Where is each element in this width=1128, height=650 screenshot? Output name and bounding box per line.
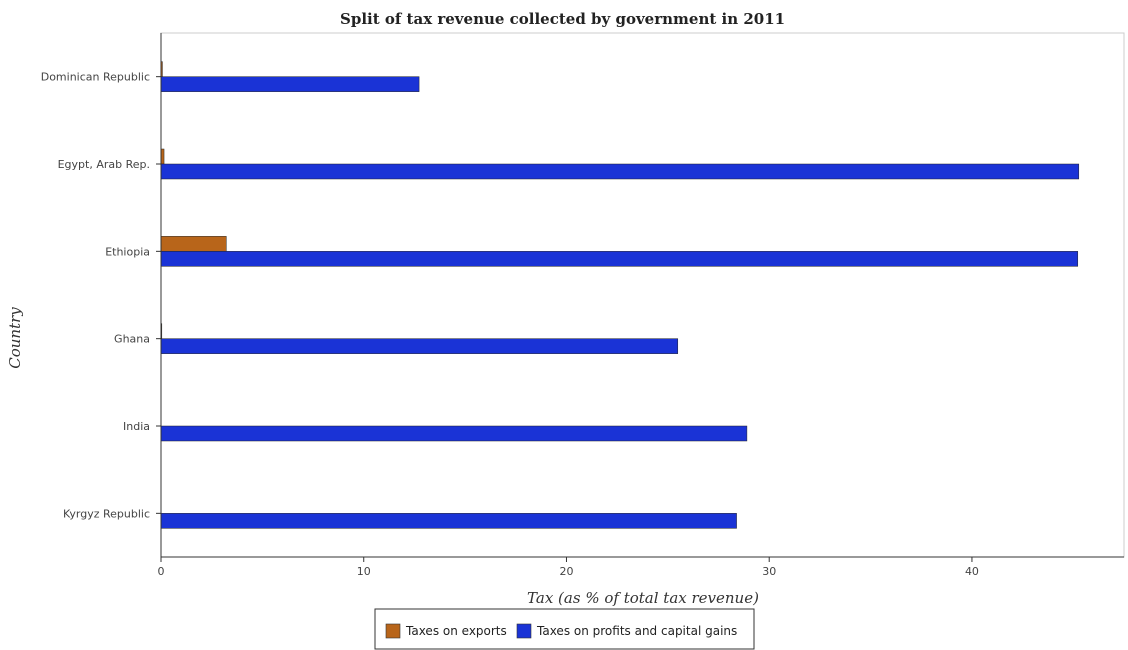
y-tick-label-1: Egypt, Arab Rep.	[58, 158, 150, 171]
x-tick-label-3: 30	[762, 565, 776, 578]
y-tick-label-0: Dominican Republic	[41, 71, 150, 84]
y-tick-label-4: India	[123, 420, 150, 433]
bar-exports-2	[160, 236, 227, 252]
bar-profits-0	[160, 76, 420, 92]
x-tick-label-2: 20	[559, 565, 573, 578]
legend-box	[374, 608, 755, 650]
y-tick-label-5: Kyrgyz Republic	[63, 507, 150, 520]
x-axis-label: Tax (as % of total tax revenue)	[527, 589, 759, 607]
bar-profits-4	[160, 425, 748, 442]
bar-profits-1	[160, 163, 1080, 180]
bar-profits-3	[160, 338, 679, 354]
legend-swatch-profits	[516, 623, 532, 639]
y-tick-label-3: Ghana	[114, 333, 150, 346]
legend: Taxes on exports Taxes on profits and ca…	[374, 608, 755, 650]
bar-profits-5	[160, 513, 737, 529]
y-axis-label: Country	[6, 307, 24, 369]
x-tick-label-1: 10	[357, 565, 371, 578]
y-tick-label-2: Ethiopia	[105, 245, 150, 258]
plot-frame	[160, 32, 1125, 558]
plot-area	[160, 32, 1125, 558]
legend-label-exports: Taxes on exports	[405, 624, 507, 638]
bar-profits-2	[160, 251, 1079, 267]
x-axis-ticks: 0 10 20 30 40	[158, 557, 979, 578]
legend-swatch-exports	[385, 623, 401, 639]
x-tick-label-0: 0	[158, 565, 165, 578]
y-axis-ticks: Dominican Republic Egypt, Arab Rep. Ethiop…	[41, 71, 161, 520]
x-tick-label-4: 40	[965, 565, 979, 578]
chart-title: Split of tax revenue collected by govern…	[340, 10, 785, 28]
legend-label-profits: Taxes on profits and capital gains	[536, 624, 737, 638]
